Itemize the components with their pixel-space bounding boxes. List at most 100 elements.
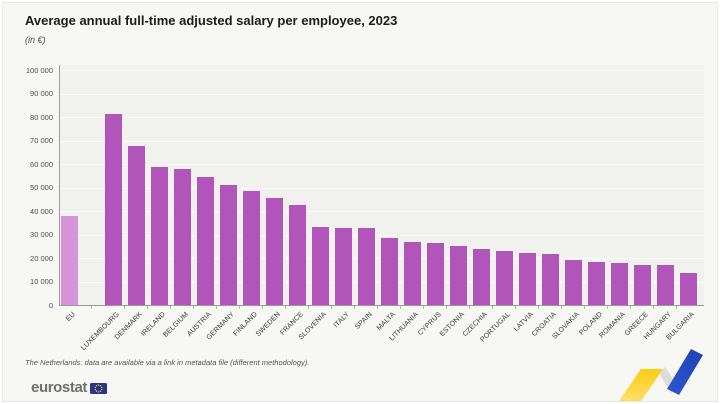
- gridline: [60, 234, 704, 236]
- bar-estonia[interactable]: [450, 245, 467, 305]
- bar-austria[interactable]: [197, 176, 214, 305]
- gridline: [60, 117, 704, 118]
- x-tick-mark: [653, 306, 654, 309]
- chart-unit-subtitle: (in €): [25, 35, 46, 45]
- bar-cyprus[interactable]: [427, 242, 444, 305]
- x-tick-mark: [630, 306, 631, 309]
- bar-bulgaria[interactable]: [680, 273, 697, 305]
- y-tick-label: 70 000: [30, 136, 53, 145]
- y-tick-label: 90 000: [30, 89, 53, 98]
- bar-eu[interactable]: [61, 215, 78, 305]
- flag-star: [95, 390, 98, 392]
- x-tick-mark: [469, 306, 470, 309]
- flag-star: [99, 390, 102, 392]
- y-tick-label: 30 000: [30, 230, 53, 239]
- x-tick-mark: [262, 306, 263, 309]
- bar-slovenia[interactable]: [312, 226, 329, 305]
- bar-croatia[interactable]: [542, 254, 559, 305]
- eurostat-logo-text: eurostat: [31, 379, 87, 396]
- flag-star: [101, 386, 103, 388]
- bar-czechia[interactable]: [473, 248, 490, 305]
- bar-belgium[interactable]: [174, 168, 191, 305]
- decorative-ribbon-graphic: [619, 349, 703, 401]
- gridline: [60, 187, 704, 189]
- x-label-spain: SPAIN: [353, 311, 374, 331]
- flag-star: [99, 384, 102, 386]
- x-tick-mark: [538, 306, 539, 309]
- x-label-italy: ITALY: [332, 311, 351, 330]
- x-tick-mark: [239, 306, 240, 309]
- y-tick-label: 10 000: [30, 277, 53, 286]
- ribbon-yellow-segment: [619, 369, 663, 401]
- bar-hungary[interactable]: [657, 265, 674, 305]
- flag-star: [94, 386, 96, 388]
- flag-star: [95, 384, 98, 386]
- y-tick-label: 50 000: [30, 183, 53, 192]
- bar-poland[interactable]: [588, 261, 605, 305]
- gridline: [60, 93, 704, 95]
- y-tick-label: 100 000: [25, 65, 53, 75]
- x-tick-mark: [607, 306, 608, 309]
- x-tick-mark: [308, 306, 309, 309]
- bar-latvia[interactable]: [519, 252, 536, 305]
- bar-denmark[interactable]: [128, 146, 145, 305]
- x-tick-mark: [584, 306, 585, 309]
- flag-star: [94, 388, 96, 390]
- bar-france[interactable]: [289, 204, 306, 305]
- y-tick-label: 40 000: [30, 206, 53, 216]
- x-label-luxembourg: LUXEMBOURG: [79, 311, 121, 352]
- x-tick-mark: [446, 306, 447, 309]
- x-tick-mark: [90, 306, 92, 309]
- page-title: Average annual full-time adjusted salary…: [25, 13, 398, 28]
- x-tick-mark: [515, 306, 516, 309]
- x-tick-mark: [331, 306, 332, 309]
- bar-finland[interactable]: [243, 191, 260, 305]
- bar-slovakia[interactable]: [565, 260, 582, 305]
- bar-lithuania[interactable]: [404, 241, 421, 305]
- eurostat-logo[interactable]: eurostat: [31, 380, 107, 396]
- x-tick-mark: [400, 306, 401, 309]
- x-tick-mark: [285, 306, 286, 309]
- eu-flag-icon: [89, 382, 107, 394]
- x-tick-mark: [170, 306, 171, 309]
- flag-star: [97, 383, 100, 386]
- bar-ireland[interactable]: [151, 167, 168, 305]
- flag-star: [97, 390, 100, 393]
- bar-spain[interactable]: [358, 228, 375, 305]
- x-label-eu: EU: [64, 311, 77, 323]
- flag-star: [101, 388, 103, 390]
- y-tick-label: 20 000: [30, 253, 53, 263]
- x-tick-mark: [216, 306, 217, 309]
- x-tick-mark: [193, 306, 194, 309]
- bar-luxembourg[interactable]: [105, 114, 122, 305]
- x-tick-mark: [354, 306, 355, 309]
- y-tick-label: 60 000: [30, 159, 53, 169]
- gridline: [60, 211, 704, 212]
- x-label-malta: MALTA: [375, 311, 397, 333]
- bar-germany[interactable]: [220, 185, 237, 305]
- bar-greece[interactable]: [634, 265, 651, 305]
- bar-romania[interactable]: [611, 263, 628, 305]
- x-label-latvia: LATVIA: [512, 311, 535, 334]
- gridline: [60, 70, 704, 71]
- x-tick-mark: [423, 306, 424, 309]
- chart-footnote: The Netherlands: data are available via …: [25, 358, 310, 367]
- y-tick-label: 80 000: [30, 112, 53, 122]
- gridline: [60, 140, 704, 142]
- ribbon-blue-segment: [667, 349, 703, 395]
- bar-italy[interactable]: [335, 228, 352, 305]
- plot-area: [59, 65, 704, 306]
- bar-portugal[interactable]: [496, 250, 513, 305]
- bar-malta[interactable]: [381, 237, 398, 305]
- x-tick-mark: [124, 306, 125, 309]
- bar-sweden[interactable]: [266, 198, 283, 305]
- flag-stars: [94, 383, 103, 393]
- x-tick-mark: [676, 306, 677, 309]
- x-tick-mark: [147, 306, 148, 309]
- y-tick-label: 0: [48, 300, 53, 310]
- x-tick-mark: [492, 306, 493, 309]
- x-tick-mark: [377, 306, 378, 309]
- x-tick-mark: [561, 306, 562, 309]
- gridline: [60, 164, 704, 165]
